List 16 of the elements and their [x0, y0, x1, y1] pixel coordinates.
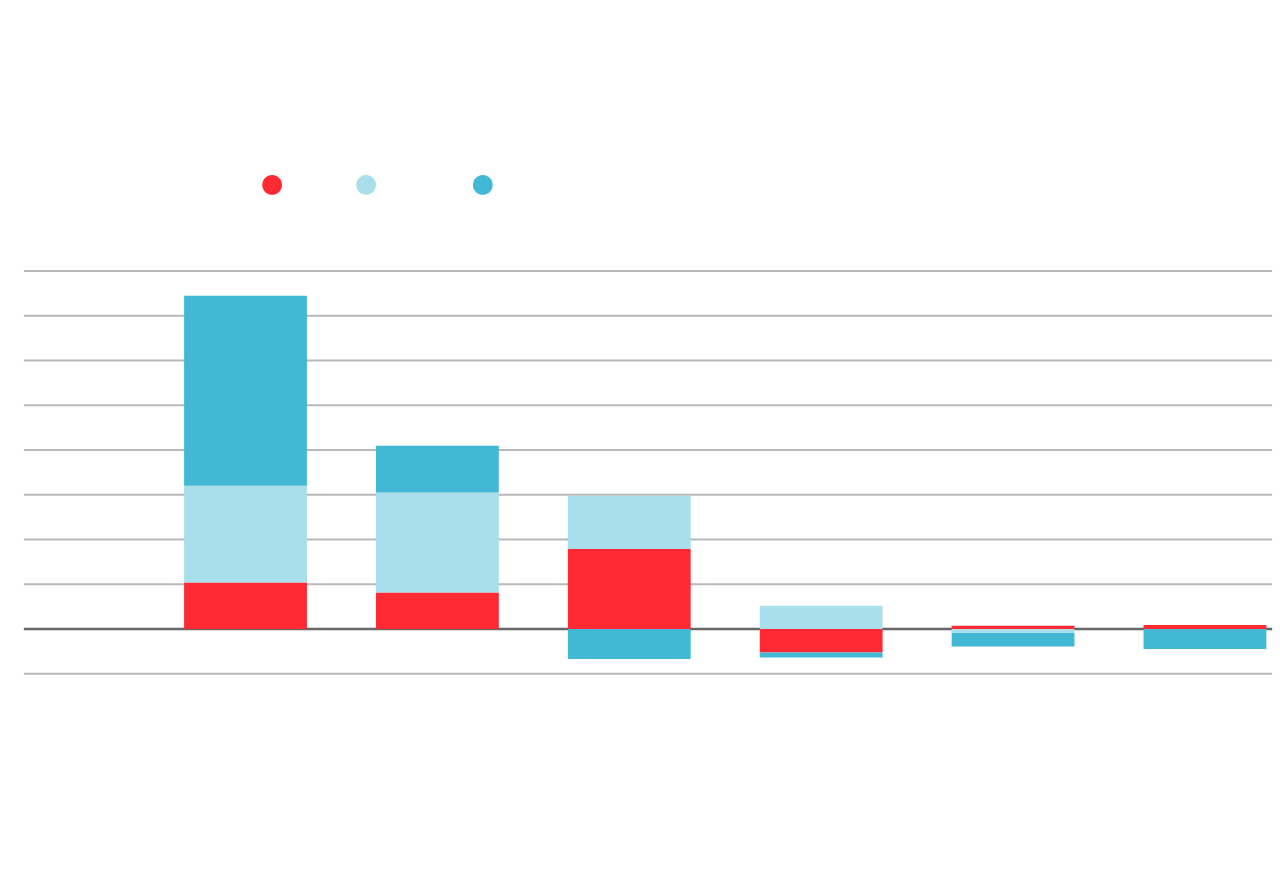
bar	[1143, 624, 1267, 629]
bar	[375, 445, 499, 493]
bar	[951, 628, 1075, 633]
bar	[567, 495, 691, 549]
bar	[567, 628, 691, 659]
bar	[567, 548, 691, 629]
bar	[184, 485, 307, 583]
bar	[951, 632, 1075, 647]
bar	[375, 592, 499, 629]
bar	[375, 492, 499, 593]
bar	[184, 295, 307, 486]
bar	[1143, 628, 1267, 649]
bar	[759, 652, 883, 658]
bar	[759, 605, 883, 629]
bar	[759, 628, 883, 653]
bar	[184, 582, 307, 629]
